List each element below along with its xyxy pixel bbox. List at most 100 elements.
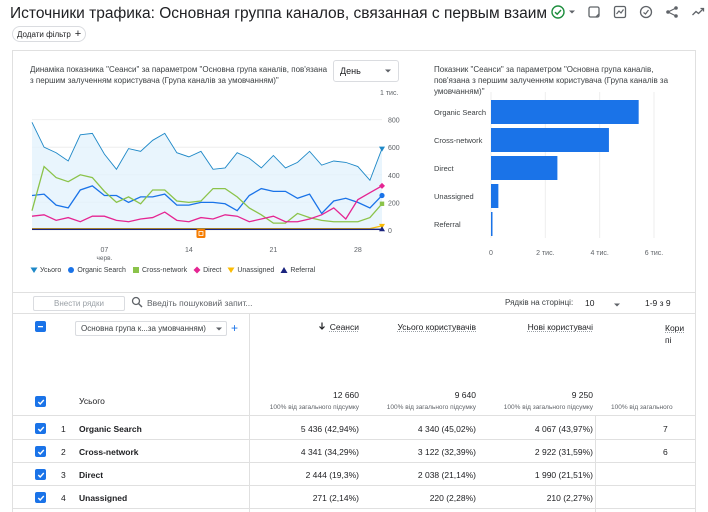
row-checkbox[interactable] bbox=[35, 469, 46, 480]
add-filter-chip[interactable]: Додати фільтр + bbox=[12, 26, 87, 42]
total-sessions: 12 660 bbox=[333, 390, 359, 400]
row-total-users: 4 340 (45,02%) bbox=[417, 424, 476, 434]
chevron-down-icon[interactable] bbox=[613, 301, 621, 309]
row-sessions: 5 436 (42,94%) bbox=[300, 424, 359, 434]
column-header-sessions[interactable]: Сеанси bbox=[318, 322, 359, 332]
search-input[interactable]: Введіть пошуковий запит... bbox=[147, 298, 253, 308]
legend-marker bbox=[68, 267, 75, 273]
select-all-checkbox[interactable] bbox=[35, 321, 46, 332]
x-tick-label: 21 bbox=[269, 247, 277, 254]
total-row-checkbox[interactable] bbox=[35, 396, 46, 407]
granularity-select[interactable]: День bbox=[333, 60, 399, 82]
row-more: 6 bbox=[663, 447, 668, 457]
bar[interactable] bbox=[491, 128, 609, 152]
rows-per-page-label: Рядків на сторінці: bbox=[505, 298, 574, 307]
column-header-new-users[interactable]: Нові користувачі bbox=[527, 322, 593, 332]
legend-label: Referral bbox=[290, 266, 316, 274]
row-channel[interactable]: Organic Search bbox=[79, 424, 142, 434]
y-tick-label: 0 bbox=[388, 228, 392, 235]
plot-rows-button[interactable]: Внести рядки bbox=[33, 296, 125, 311]
series-end-marker bbox=[379, 226, 385, 232]
table-header: Основна група к...за умовчанням) + Сеанс… bbox=[13, 314, 695, 416]
line-chart-title: Динаміка показника "Сеанси" за параметро… bbox=[30, 65, 328, 85]
bar[interactable] bbox=[491, 100, 639, 124]
rows-per-page-select[interactable]: 10 bbox=[585, 298, 595, 308]
legend-marker bbox=[193, 266, 201, 274]
column-divider bbox=[249, 314, 250, 512]
annotation-marker[interactable] bbox=[196, 229, 206, 238]
legend-item[interactable]: Direct bbox=[193, 266, 221, 274]
trend-icon[interactable] bbox=[690, 4, 706, 20]
series-line-1[interactable] bbox=[31, 185, 383, 215]
chevron-down-icon bbox=[385, 69, 391, 73]
row-more: 7 bbox=[663, 424, 668, 434]
series-line-2[interactable] bbox=[31, 165, 383, 224]
bar-category-label: Cross-network bbox=[434, 136, 483, 145]
dropdown-icon[interactable] bbox=[568, 4, 576, 20]
column-divider bbox=[595, 416, 596, 512]
column-header-total-users[interactable]: Усього користувачів bbox=[397, 322, 476, 332]
page-title: Источники трафика: Основная группа канал… bbox=[10, 5, 546, 22]
total-users-share: 100% від загального підсумку bbox=[386, 404, 476, 411]
legend-item[interactable]: Organic Search bbox=[67, 266, 126, 274]
bar[interactable] bbox=[491, 212, 493, 236]
series-area-total bbox=[32, 122, 382, 230]
line-chart-legend: Усього Organic Search Cross-network Direct U… bbox=[30, 266, 315, 274]
legend-item[interactable]: Unassigned bbox=[227, 266, 274, 274]
row-new-users: 1 990 (21,51%) bbox=[534, 470, 593, 480]
row-number: 1 bbox=[61, 424, 66, 434]
row-checkbox[interactable] bbox=[35, 423, 46, 434]
table-row[interactable]: 4 Unassigned 271 (2,14%) 220 (2,28%) 210 (2,… bbox=[13, 486, 695, 509]
header-actions bbox=[550, 4, 708, 20]
annotation-icon bbox=[198, 231, 204, 236]
series-end-marker bbox=[379, 182, 385, 189]
row-channel[interactable]: Cross-network bbox=[79, 447, 139, 457]
legend-item[interactable]: Referral bbox=[280, 266, 315, 274]
legend-marker bbox=[132, 267, 139, 273]
table-row[interactable]: 1 Organic Search 5 436 (42,94%) 4 340 (45,0… bbox=[13, 417, 695, 440]
row-total-users: 220 (2,28%) bbox=[429, 493, 476, 503]
row-channel[interactable]: Unassigned bbox=[79, 493, 128, 503]
legend-item[interactable]: Cross-network bbox=[132, 266, 187, 274]
check-circle-icon[interactable] bbox=[550, 4, 566, 20]
granularity-value: День bbox=[340, 66, 361, 76]
bar[interactable] bbox=[491, 156, 558, 180]
series-end-marker bbox=[379, 192, 385, 199]
row-checkbox[interactable] bbox=[35, 492, 46, 503]
table-row[interactable]: 3 Direct 2 444 (19,3%) 2 038 (21,14%) 1 990 … bbox=[13, 463, 695, 486]
report-header: Источники трафика: Основная группа канал… bbox=[0, 0, 708, 48]
search-icon bbox=[131, 296, 143, 308]
series-line-4[interactable] bbox=[32, 225, 383, 230]
series-end-marker bbox=[379, 146, 385, 152]
data-table: Основна група к...за умовчанням) + Сеанс… bbox=[13, 314, 695, 512]
bar-category-label: Unassigned bbox=[434, 192, 474, 201]
row-checkbox[interactable] bbox=[35, 446, 46, 457]
y-tick-label: 200 bbox=[388, 200, 400, 207]
row-channel[interactable]: Direct bbox=[79, 470, 104, 480]
bar-chart[interactable]: 0 2 тис. 4 тис. 6 тис. Organic Search Cross-n… bbox=[430, 86, 684, 266]
table-row[interactable]: 2 Cross-network 4 341 (34,29%) 3 122 (32,39… bbox=[13, 440, 695, 463]
bar[interactable] bbox=[491, 184, 499, 208]
row-number: 2 bbox=[61, 447, 66, 457]
dimension-select[interactable]: Основна група к...за умовчанням) bbox=[75, 321, 227, 336]
report-card bbox=[12, 50, 696, 512]
add-icon: + bbox=[74, 28, 82, 40]
series-line-0[interactable] bbox=[31, 122, 383, 182]
sort-arrow-icon bbox=[318, 322, 325, 330]
share-icon[interactable] bbox=[664, 4, 680, 20]
legend-label: Усього bbox=[40, 266, 62, 274]
pagination-range: 1-9 з 9 bbox=[645, 298, 671, 308]
add-dimension-button[interactable]: + bbox=[231, 321, 239, 335]
bar-chart-title: Показник "Сеанси" за параметром "Основна… bbox=[434, 65, 669, 96]
legend-item[interactable]: Усього bbox=[30, 266, 61, 274]
add-filter-label: Додати фільтр bbox=[17, 29, 71, 39]
column-header-more[interactable]: Кори пі bbox=[665, 323, 685, 345]
bar-category-label: Referral bbox=[434, 220, 461, 229]
y-tick-label: 400 bbox=[388, 173, 400, 180]
edit-report-icon[interactable] bbox=[586, 4, 602, 20]
compare-icon[interactable] bbox=[638, 4, 654, 20]
series-line-3[interactable] bbox=[31, 185, 383, 223]
line-chart[interactable]: 800 600 400 200 0 1 тис. 07 14 21 28 черв. bbox=[0, 86, 420, 262]
insights-icon[interactable] bbox=[612, 4, 628, 20]
x-tick-label: 4 тис. bbox=[590, 250, 608, 257]
